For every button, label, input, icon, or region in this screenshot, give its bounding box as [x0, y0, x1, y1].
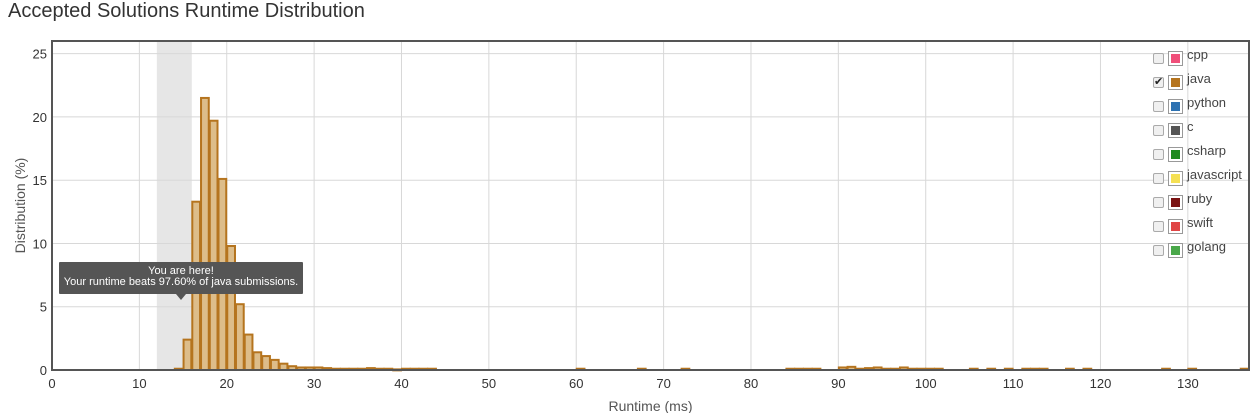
- legend-swatch: [1168, 50, 1183, 66]
- legend-label: java: [1187, 70, 1211, 86]
- legend-swatch: [1168, 146, 1183, 162]
- legend-swatch: [1168, 194, 1183, 210]
- legend-checkbox-java[interactable]: [1153, 75, 1164, 88]
- x-tick-label: 10: [132, 376, 146, 391]
- legend-label: golang: [1187, 238, 1227, 254]
- x-tick-label: 120: [1090, 376, 1112, 391]
- legend-checkbox-cpp[interactable]: [1153, 52, 1164, 64]
- legend-item-c[interactable]: c: [1150, 118, 1250, 142]
- bar: [252, 351, 263, 371]
- legend-checkbox-swift[interactable]: [1153, 220, 1164, 232]
- legend-label: cpp: [1187, 46, 1208, 62]
- legend-item-csharp[interactable]: csharp: [1150, 142, 1250, 166]
- legend-label: javascript: [1187, 166, 1242, 182]
- bar: [200, 96, 210, 371]
- legend-swatch: [1168, 170, 1183, 186]
- x-tick-label: 20: [220, 376, 234, 391]
- tooltip-arrow: [176, 294, 186, 300]
- y-axis-title: Distribution (%): [12, 158, 28, 254]
- legend-label: csharp: [1187, 142, 1227, 158]
- legend-swatch: [1168, 74, 1183, 90]
- legend-label: python: [1187, 94, 1227, 110]
- y-tick-label: 5: [40, 300, 47, 315]
- runtime-tooltip: You are here! Your runtime beats 97.60% …: [59, 262, 303, 300]
- x-tick-label: 90: [831, 376, 845, 391]
- x-tick-label: 50: [482, 376, 496, 391]
- bar: [182, 338, 193, 371]
- x-tick-label: 80: [744, 376, 758, 391]
- x-tick-label: 100: [915, 376, 937, 391]
- legend-swatch: [1168, 122, 1183, 138]
- legend-item-golang[interactable]: golang: [1150, 238, 1250, 262]
- x-tick-label: 30: [307, 376, 321, 391]
- x-tick-label: 70: [656, 376, 670, 391]
- bar: [243, 333, 254, 372]
- y-tick-label: 25: [33, 47, 47, 62]
- legend-item-javascript[interactable]: javascript: [1150, 166, 1250, 190]
- bar: [208, 119, 219, 371]
- legend-label: c: [1187, 118, 1194, 134]
- legend-item-cpp[interactable]: cpp: [1150, 46, 1250, 70]
- legend-label: ruby: [1187, 190, 1213, 206]
- y-tick-label: 15: [33, 173, 47, 188]
- legend-label: swift: [1187, 214, 1213, 230]
- legend-checkbox-javascript[interactable]: [1153, 172, 1164, 184]
- tooltip-line-1: You are here!: [148, 265, 214, 277]
- legend-swatch: [1168, 98, 1183, 114]
- bar: [269, 358, 280, 371]
- legend-swatch: [1168, 218, 1183, 234]
- chart-title: Accepted Solutions Runtime Distribution: [8, 0, 365, 22]
- x-tick-label: 0: [48, 376, 55, 391]
- y-tick-label: 20: [33, 110, 47, 125]
- bar: [234, 303, 245, 372]
- bar: [261, 355, 271, 372]
- y-tick-label: 0: [40, 363, 47, 378]
- plot-frame: [51, 40, 1250, 371]
- y-tick-label: 10: [33, 236, 47, 251]
- highlight-band: [156, 41, 192, 370]
- legend-checkbox-c[interactable]: [1153, 124, 1164, 136]
- legend-checkbox-csharp[interactable]: [1153, 148, 1164, 160]
- legend-checkbox-python[interactable]: [1153, 100, 1164, 112]
- x-tick-label: 40: [394, 376, 408, 391]
- tooltip-line-2: Your runtime beats 97.60% of java submis…: [63, 276, 299, 288]
- legend-item-swift[interactable]: swift: [1150, 214, 1250, 238]
- language-legend: cpp java python c csharp javascript ruby swift g…: [1150, 46, 1250, 262]
- legend-item-java[interactable]: java: [1150, 70, 1250, 94]
- legend-item-ruby[interactable]: ruby: [1150, 190, 1250, 214]
- legend-item-python[interactable]: python: [1150, 94, 1250, 118]
- x-tick-label: 110: [1003, 376, 1024, 391]
- x-tick-label: 130: [1177, 376, 1199, 391]
- legend-swatch: [1168, 242, 1183, 258]
- x-tick-label: 60: [569, 376, 583, 391]
- legend-checkbox-golang[interactable]: [1153, 244, 1164, 256]
- x-axis-title: Runtime (ms): [608, 398, 692, 413]
- legend-checkbox-ruby[interactable]: [1153, 196, 1164, 208]
